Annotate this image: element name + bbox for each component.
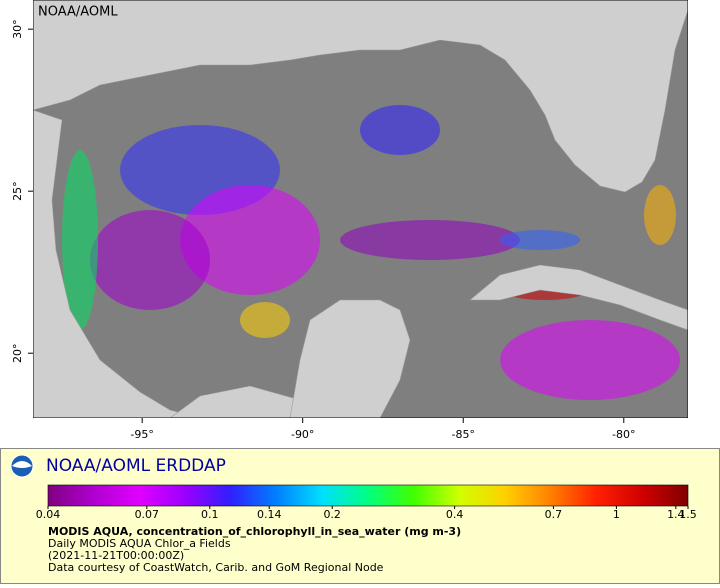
chlorophyll-patch [90,210,210,310]
noaa-logo [10,454,34,478]
x-tick-label: -85° [452,428,475,441]
legend-line: (2021-11-21T00:00:00Z) [48,549,184,562]
colorbar-tick-label: 0.4 [446,508,464,521]
colorbar-tick-label: 1.5 [679,508,697,521]
colorbar-tick-label: 0.1 [201,508,219,521]
chlorophyll-patch [500,230,580,250]
chlorophyll-patch [180,185,320,295]
land [289,299,411,418]
land [33,0,688,193]
colorbar-tick-label: 0.2 [323,508,341,521]
chlorophyll-field [62,0,680,400]
map-credit: NOAA/AOML [38,5,118,20]
chlorophyll-patch [360,105,440,155]
map: NOAA/AOML [33,0,688,418]
land [33,109,201,418]
x-tick-label: -80° [612,428,635,441]
chlorophyll-patch [62,150,98,330]
y-tick-label: 25° [11,181,24,201]
land [469,264,688,331]
legend-title: NOAA/AOML ERDDAP [46,456,226,476]
colorbar-tick-label: 0.7 [545,508,563,521]
legend-line: Daily MODIS AQUA Chlor_a Fields [48,537,231,550]
x-tick-label: -90° [291,428,314,441]
colorbar-tick-label: 1.4 [667,508,685,521]
land [169,385,301,418]
legend-line: Data courtesy of CoastWatch, Carib. and … [48,561,384,574]
colorbar-tick-label: 1 [613,508,620,521]
chlorophyll-patch [644,185,676,245]
colorbar-tick-label: 0.14 [257,508,282,521]
x-tick-label: -95° [130,428,153,441]
chlorophyll-patch [340,220,520,260]
variable-name: MODIS AQUA, concentration_of_chlorophyll… [48,525,461,538]
chlorophyll-patch [500,320,680,400]
y-tick-label: 30° [11,19,24,38]
y-tick-label: 20° [11,343,24,363]
chlorophyll-patch [240,302,290,338]
colorbar-tick-label: 0.07 [135,508,160,521]
legend-panel [0,448,720,584]
colorbar [47,484,689,507]
colorbar-tick-label: 0.04 [36,508,61,521]
